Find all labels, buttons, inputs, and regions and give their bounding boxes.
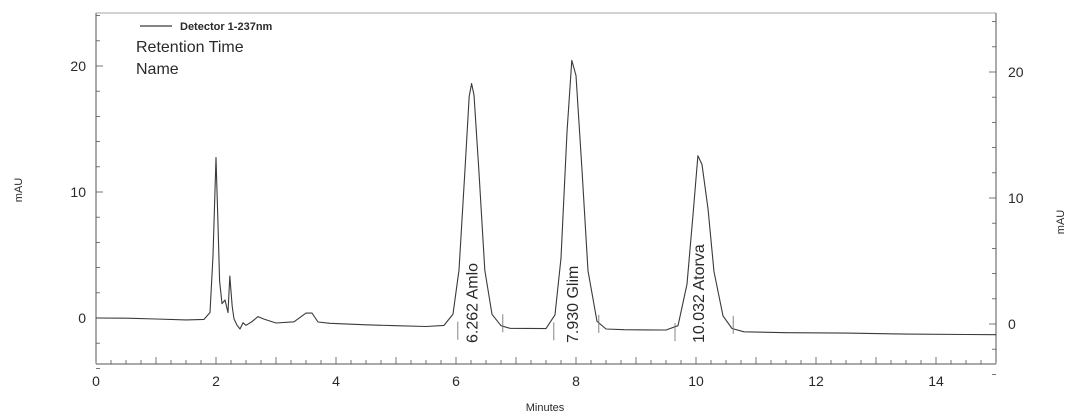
y-tick-label-left: 10 <box>70 184 86 200</box>
y-tick-label-right: 20 <box>1008 64 1024 80</box>
x-tick-label: 6 <box>452 373 460 389</box>
y-tick-label-right: 0 <box>1008 316 1016 332</box>
y-axis-label-left: mAU <box>13 178 25 203</box>
peak-label: 10.032 Atorva <box>691 244 708 343</box>
x-tick-label: 2 <box>212 373 220 389</box>
x-tick-label: 4 <box>332 373 340 389</box>
marks-layer <box>95 59 997 342</box>
x-tick-label: 10 <box>688 373 704 389</box>
x-tick-label: 12 <box>808 373 824 389</box>
x-tick-label: 8 <box>572 373 580 389</box>
legend: Detector 1-237nm Retention Time Name <box>136 21 273 78</box>
y-tick-label-left: 20 <box>70 58 86 74</box>
y-axis-label-right: mAU <box>1055 210 1067 235</box>
legend-retention-time: Retention Time <box>136 39 244 56</box>
labels-layer: 0 2 4 6 8 10 12 14 0 10 20 0 10 20 6.262 Amlo 7.930 Gli… <box>70 58 1023 389</box>
y-tick-label-left: 0 <box>78 310 86 326</box>
peak-label: 6.262 Amlo <box>465 263 482 343</box>
axes-layer <box>95 12 997 375</box>
x-tick-label: 0 <box>92 373 100 389</box>
legend-name: Name <box>136 61 179 78</box>
y-tick-label-right: 10 <box>1008 190 1024 206</box>
peak-label: 7.930 Glim <box>565 266 582 343</box>
legend-entry: Detector 1-237nm <box>180 21 273 33</box>
series-line-0 <box>95 59 997 336</box>
x-axis-label: Minutes <box>526 402 565 414</box>
x-tick-label: 14 <box>928 373 944 389</box>
